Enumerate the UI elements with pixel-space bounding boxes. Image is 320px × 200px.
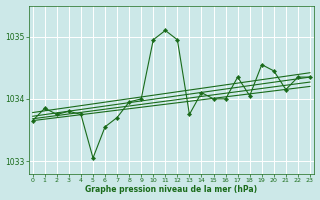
X-axis label: Graphe pression niveau de la mer (hPa): Graphe pression niveau de la mer (hPa) [85, 185, 257, 194]
